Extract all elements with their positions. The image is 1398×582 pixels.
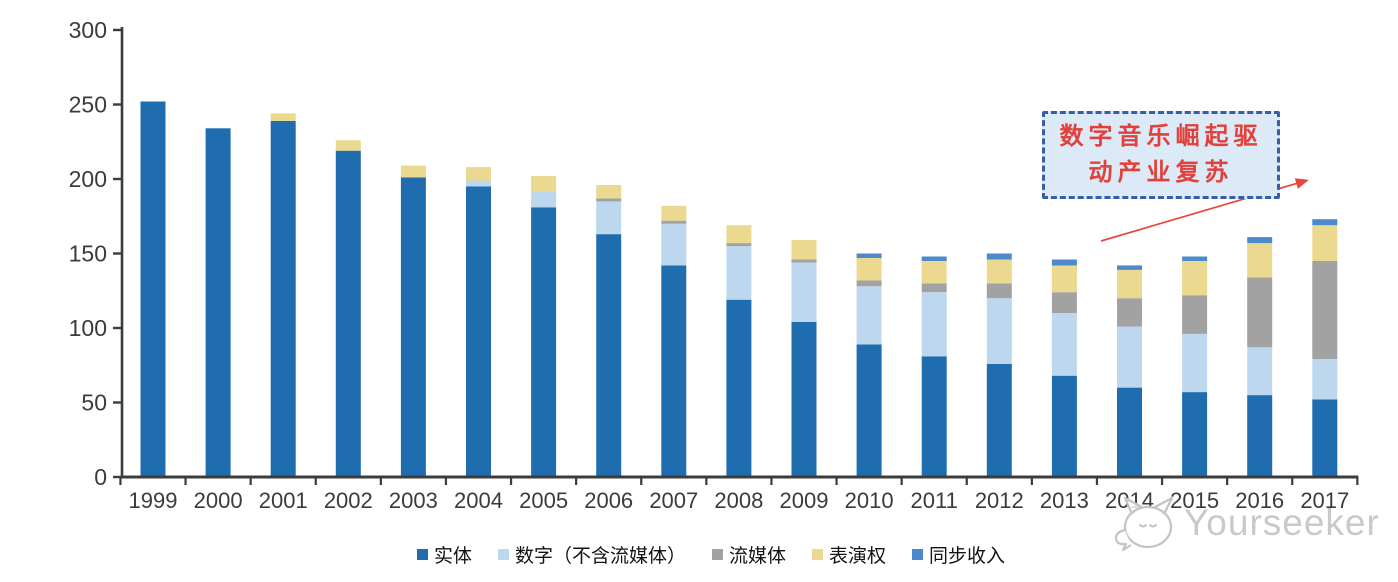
annotation-line-1: 数字音乐崛起驱 — [1059, 123, 1263, 150]
svg-text:150: 150 — [69, 241, 107, 267]
svg-text:250: 250 — [69, 92, 107, 118]
svg-text:2000: 2000 — [194, 488, 243, 513]
legend-label-streaming: 流媒体 — [728, 546, 786, 567]
legend-item-streaming: 流媒体 — [711, 541, 786, 568]
streaming-swatch-icon — [711, 549, 723, 560]
svg-text:2001: 2001 — [259, 488, 308, 513]
sync-swatch-icon — [912, 549, 924, 560]
svg-text:2004: 2004 — [454, 488, 503, 513]
legend-label-physical: 实体 — [433, 546, 472, 567]
legend-label-sync: 同步收入 — [929, 546, 1006, 567]
legend-label-digital: 数字（不含流媒体） — [514, 546, 686, 567]
svg-text:1999: 1999 — [129, 488, 178, 513]
svg-text:50: 50 — [81, 390, 107, 416]
legend-item-sync: 同步收入 — [912, 541, 1005, 568]
digital-swatch-icon — [497, 549, 509, 560]
legend-item-physical: 实体 — [416, 541, 472, 568]
svg-text:2006: 2006 — [584, 488, 633, 513]
svg-text:2012: 2012 — [975, 488, 1024, 513]
svg-text:2017: 2017 — [1300, 488, 1349, 513]
legend-item-performance: 表演权 — [812, 541, 886, 568]
svg-text:2005: 2005 — [519, 488, 568, 513]
svg-text:0: 0 — [94, 464, 107, 490]
svg-text:300: 300 — [69, 17, 107, 43]
svg-text:2003: 2003 — [389, 488, 438, 513]
svg-text:2007: 2007 — [649, 488, 698, 513]
svg-text:2015: 2015 — [1170, 488, 1219, 513]
legend: 实体 数字（不含流媒体） 流媒体 表演权 同步收入 — [0, 541, 1398, 568]
performance-swatch-icon — [812, 549, 823, 560]
svg-text:2011: 2011 — [911, 488, 958, 513]
svg-text:2002: 2002 — [324, 488, 373, 513]
svg-text:2008: 2008 — [714, 488, 763, 513]
legend-item-digital: 数字（不含流媒体） — [497, 541, 686, 568]
svg-text:2010: 2010 — [845, 488, 894, 513]
svg-text:200: 200 — [69, 166, 107, 192]
annotation-callout: 数字音乐崛起驱 动产业复苏 — [1042, 111, 1280, 199]
svg-text:2013: 2013 — [1040, 488, 1089, 513]
svg-text:100: 100 — [69, 315, 107, 341]
legend-label-performance: 表演权 — [829, 546, 887, 567]
annotation-line-2: 动产业复苏 — [1088, 159, 1234, 186]
svg-text:2009: 2009 — [780, 488, 829, 513]
svg-text:2016: 2016 — [1235, 488, 1284, 513]
svg-text:2014: 2014 — [1105, 488, 1154, 513]
physical-swatch-icon — [416, 549, 428, 560]
